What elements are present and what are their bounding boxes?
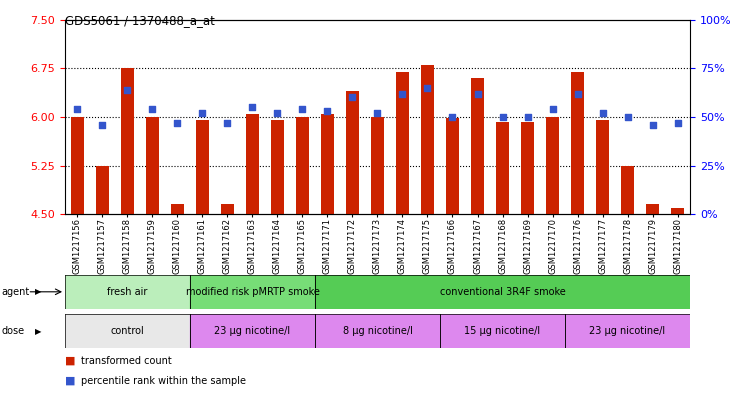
Text: ▶: ▶ — [35, 327, 42, 336]
Bar — [296, 117, 309, 214]
Point — [446, 114, 458, 120]
Point — [646, 121, 658, 128]
Bar — [170, 204, 184, 214]
Point — [596, 110, 608, 116]
Bar — [471, 78, 484, 214]
Bar — [65, 275, 190, 309]
Point — [347, 94, 359, 101]
Bar — [96, 165, 109, 214]
Point — [672, 119, 683, 126]
Text: agent: agent — [1, 287, 30, 297]
Bar — [320, 114, 334, 214]
Bar — [520, 122, 534, 214]
Text: 8 μg nicotine/l: 8 μg nicotine/l — [342, 326, 413, 336]
Bar — [671, 208, 684, 214]
Point — [72, 106, 83, 112]
Text: conventional 3R4F smoke: conventional 3R4F smoke — [440, 287, 565, 297]
Point — [246, 104, 258, 110]
Point — [547, 106, 559, 112]
Bar — [145, 117, 159, 214]
Bar — [315, 275, 690, 309]
Bar — [646, 204, 659, 214]
Point — [122, 86, 134, 93]
Bar — [120, 68, 134, 214]
Bar — [621, 165, 635, 214]
Point — [372, 110, 384, 116]
Bar — [65, 314, 190, 348]
Bar — [565, 314, 690, 348]
Point — [272, 110, 283, 116]
Point — [421, 84, 433, 91]
Bar — [596, 120, 610, 214]
Point — [322, 108, 334, 114]
Point — [497, 114, 508, 120]
Bar — [370, 117, 384, 214]
Text: 23 μg nicotine/l: 23 μg nicotine/l — [215, 326, 291, 336]
Bar — [396, 72, 410, 214]
Text: percentile rank within the sample: percentile rank within the sample — [81, 376, 246, 386]
Text: ▶: ▶ — [35, 287, 42, 296]
Text: ■: ■ — [65, 376, 75, 386]
Bar — [545, 117, 559, 214]
Point — [522, 114, 534, 120]
Bar — [345, 91, 359, 214]
Bar — [315, 314, 440, 348]
Text: control: control — [111, 326, 145, 336]
Text: 15 μg nicotine/l: 15 μg nicotine/l — [464, 326, 540, 336]
Text: 23 μg nicotine/l: 23 μg nicotine/l — [590, 326, 666, 336]
Bar — [570, 72, 584, 214]
Bar — [190, 314, 315, 348]
Text: fresh air: fresh air — [107, 287, 148, 297]
Bar — [440, 314, 565, 348]
Bar — [446, 118, 459, 214]
Bar — [496, 122, 509, 214]
Text: dose: dose — [1, 326, 24, 336]
Text: modified risk pMRTP smoke: modified risk pMRTP smoke — [185, 287, 320, 297]
Point — [196, 110, 208, 116]
Bar — [221, 204, 235, 214]
Bar — [190, 275, 315, 309]
Point — [171, 119, 183, 126]
Point — [97, 121, 108, 128]
Bar — [196, 120, 210, 214]
Text: transformed count: transformed count — [81, 356, 172, 365]
Bar — [71, 117, 84, 214]
Point — [221, 119, 233, 126]
Point — [472, 90, 483, 97]
Bar — [271, 120, 284, 214]
Text: GDS5061 / 1370488_a_at: GDS5061 / 1370488_a_at — [65, 14, 215, 27]
Point — [297, 106, 308, 112]
Point — [147, 106, 159, 112]
Bar — [421, 65, 435, 214]
Point — [396, 90, 408, 97]
Bar — [246, 114, 259, 214]
Point — [572, 90, 584, 97]
Point — [621, 114, 633, 120]
Text: ■: ■ — [65, 356, 75, 365]
